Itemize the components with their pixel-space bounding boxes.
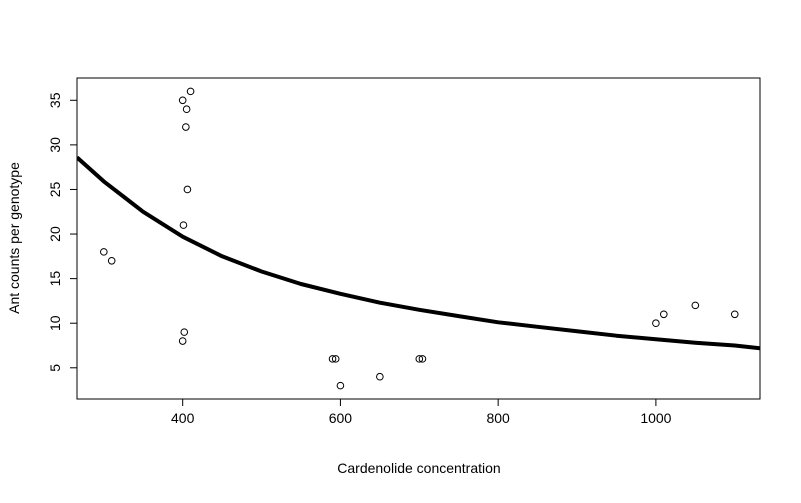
data-point <box>336 381 345 390</box>
data-point <box>107 256 116 265</box>
fitted-curve <box>77 155 760 351</box>
x-tick-label: 800 <box>486 410 510 426</box>
x-tick-label: 1000 <box>640 410 671 426</box>
x-tick-label: 600 <box>329 410 353 426</box>
data-point <box>652 319 660 328</box>
x-tick-label: 400 <box>171 410 195 426</box>
data-point <box>331 355 340 363</box>
data-point <box>180 328 189 336</box>
data-point <box>418 355 427 363</box>
plot-frame <box>76 77 761 400</box>
data-point <box>659 310 668 319</box>
y-tick-label: 5 <box>47 364 63 372</box>
data-point <box>183 185 192 194</box>
data-point <box>415 355 424 363</box>
y-tick-label: 30 <box>47 137 63 153</box>
y-tick-label: 25 <box>47 181 63 197</box>
y-tick-label: 35 <box>47 92 63 108</box>
y-tick-label: 20 <box>47 226 63 242</box>
data-point <box>328 355 337 363</box>
y-axis-title: Ant counts per genotype <box>6 162 22 314</box>
y-tick-label: 15 <box>47 271 63 287</box>
data-point <box>186 87 195 96</box>
y-tick-label: 10 <box>47 315 63 331</box>
data-point <box>178 337 187 345</box>
data-point <box>178 96 187 105</box>
data-point <box>730 310 739 319</box>
data-point <box>691 301 700 310</box>
data-point <box>376 372 384 381</box>
data-point <box>182 105 191 114</box>
x-axis-title: Cardenolide concentration <box>337 460 500 476</box>
data-point <box>179 221 188 229</box>
curve-layer <box>77 155 760 351</box>
data-point <box>100 248 108 256</box>
axes: 400 600 800 1000 5 10 15 20 25 30 35 <box>47 77 761 426</box>
points-layer <box>100 87 739 390</box>
data-point <box>182 123 190 131</box>
